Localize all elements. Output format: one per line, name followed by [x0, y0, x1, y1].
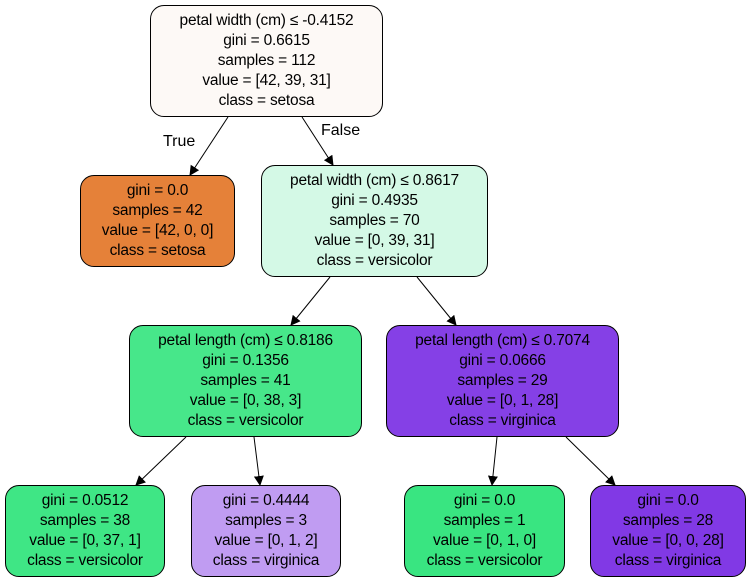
node-line: samples = 3 — [225, 512, 307, 529]
node-line: class = versicolor — [316, 252, 433, 269]
node-line: samples = 1 — [443, 512, 526, 529]
edge-n2-n4 — [416, 276, 457, 326]
node-line: value = [0, 0, 28] — [612, 532, 724, 549]
node-line: petal length (cm) ≤ 0.7074 — [415, 332, 590, 349]
node-line: class = versicolor — [187, 412, 304, 429]
node-line: value = [0, 1, 28] — [446, 392, 559, 409]
node-line: class = versicolor — [27, 552, 143, 569]
node-line: class = virginica — [449, 412, 556, 429]
node-line: samples = 42 — [112, 202, 203, 219]
node-line: samples = 28 — [622, 512, 714, 529]
node-line: value = [0, 38, 3] — [189, 392, 302, 409]
node-line: gini = 0.1356 — [202, 352, 289, 369]
tree-node-petal-length-left: petal length (cm) ≤ 0.8186 gini = 0.1356 s… — [129, 325, 362, 437]
node-line: value = [0, 37, 1] — [29, 532, 141, 549]
edge-n2-n3 — [290, 276, 331, 326]
edge-root-setosa — [189, 116, 229, 176]
node-line: petal length (cm) ≤ 0.8186 — [158, 332, 333, 349]
node-line: samples = 38 — [39, 512, 131, 529]
node-line: value = [42, 39, 31] — [202, 72, 331, 89]
node-line: gini = 0.4444 — [222, 492, 310, 509]
node-line: gini = 0.0 — [126, 182, 189, 199]
tree-node-petal-width: petal width (cm) ≤ 0.8617 gini = 0.4935 sa… — [261, 165, 488, 277]
tree-leaf-versicolor-1: gini = 0.0 samples = 1 value = [0, 1, 0] cl… — [404, 485, 565, 577]
node-line: samples = 70 — [329, 212, 420, 229]
node-line: gini = 0.6615 — [223, 32, 310, 49]
node-line: samples = 41 — [200, 372, 291, 389]
node-line: petal width (cm) ≤ -0.4152 — [179, 12, 354, 29]
tree-leaf-virginica-3: gini = 0.4444 samples = 3 value = [0, 1, 2… — [191, 485, 341, 577]
node-line: gini = 0.0666 — [459, 352, 546, 369]
node-line: samples = 112 — [217, 52, 316, 69]
tree-node-petal-length-right: petal length (cm) ≤ 0.7074 gini = 0.0666 s… — [386, 325, 619, 437]
node-line: gini = 0.0512 — [41, 492, 129, 509]
node-line: gini = 0.0 — [453, 492, 516, 509]
node-line: class = virginica — [614, 552, 722, 569]
node-line: value = [42, 0, 0] — [101, 222, 214, 239]
tree-leaf-versicolor-38: gini = 0.0512 samples = 38 value = [0, 37,… — [5, 485, 165, 577]
edge-label-true: True — [163, 133, 196, 150]
node-line: value = [0, 1, 0] — [432, 532, 537, 549]
edge-n4-leaf-d — [565, 436, 616, 486]
tree-leaf-virginica-28: gini = 0.0 samples = 28 value = [0, 0, 28]… — [590, 485, 746, 577]
edge-root-n2 — [301, 116, 334, 166]
node-line: gini = 0.4935 — [331, 192, 418, 209]
edge-n3-leaf-b — [253, 436, 264, 486]
node-line: class = versicolor — [426, 552, 543, 569]
node-line: class = setosa — [109, 242, 206, 259]
edge-n4-leaf-c — [487, 436, 498, 486]
node-line: class = virginica — [212, 552, 320, 569]
node-line: class = setosa — [218, 92, 315, 109]
edge-n3-leaf-a — [135, 436, 187, 486]
node-line: value = [0, 39, 31] — [314, 232, 435, 249]
tree-leaf-setosa: gini = 0.0 samples = 42 value = [42, 0, 0]… — [80, 175, 235, 267]
tree-node-root: petal width (cm) ≤ -0.4152 gini = 0.6615 s… — [150, 5, 383, 117]
node-line: gini = 0.0 — [637, 492, 699, 509]
edge-label-false: False — [321, 122, 361, 139]
node-line: value = [0, 1, 2] — [214, 532, 318, 549]
node-line: samples = 29 — [457, 372, 548, 389]
node-line: petal width (cm) ≤ 0.8617 — [290, 172, 459, 189]
